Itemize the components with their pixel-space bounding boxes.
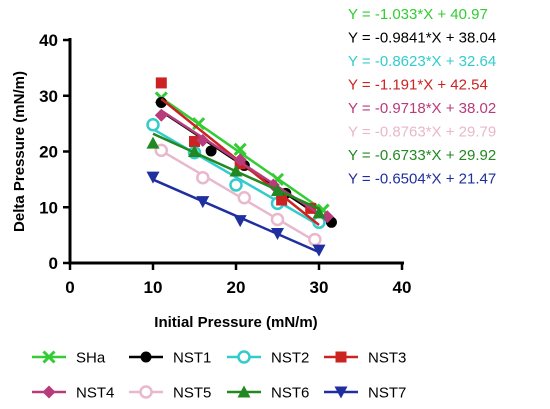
point-nst7-2 (233, 215, 247, 228)
point-nst3-3 (276, 194, 288, 206)
point-nst4-0 (154, 108, 168, 122)
legend-marker-nst2 (237, 350, 251, 364)
equation-nst6: Y = -0.6733*X + 29.92 (348, 147, 496, 164)
equation-nst2: Y = -0.8623*X + 32.64 (348, 53, 496, 70)
point-nst5-4 (308, 232, 322, 247)
point-nst7-1 (196, 196, 210, 209)
series-nst7 (146, 171, 326, 257)
legend-marker-nst6 (237, 385, 251, 398)
legend-layer: SHa NST1 NST2 NST3 NST4 NST5 NST6 NST7 (32, 350, 406, 402)
point-nst5-1 (196, 170, 210, 185)
x-tick-label: 40 (393, 278, 412, 297)
legend-label-nst2: NST2 (271, 350, 309, 367)
y-axis-title: Delta Pressure (mN/m) (11, 71, 28, 232)
x-tick-label: 20 (227, 278, 246, 297)
point-nst3-0 (155, 77, 167, 89)
legend-label-sha: SHa (76, 350, 106, 367)
legend-marker-nst7 (334, 386, 348, 399)
legend-marker-sha (42, 350, 56, 364)
fit-line-sha (160, 96, 324, 212)
point-nst6-2 (229, 164, 243, 177)
equations-layer: Y = -1.033*X + 40.97 Y = -0.9841*X + 38.0… (348, 6, 496, 188)
y-tick-label: 20 (39, 143, 58, 162)
equation-nst4: Y = -0.9718*X + 38.02 (348, 100, 496, 117)
x-tick-label: 30 (310, 278, 329, 297)
legend-label-nst4: NST4 (76, 385, 114, 402)
legend-label-nst1: NST1 (173, 350, 211, 367)
legend-label-nst5: NST5 (173, 385, 211, 402)
equation-nst5: Y = -0.8763*X + 29.79 (348, 124, 496, 141)
x-tick-label: 0 (65, 278, 74, 297)
equation-nst3: Y = -1.191*X + 42.54 (348, 77, 488, 94)
legend-item-nst6: NST6 (227, 385, 309, 402)
legend-item-nst3: NST3 (324, 350, 406, 367)
legend-item-nst7: NST7 (324, 385, 406, 402)
y-tick-label: 30 (39, 87, 58, 106)
equation-nst1: Y = -0.9841*X + 38.04 (348, 30, 496, 47)
legend-label-nst7: NST7 (368, 385, 406, 402)
point-nst6-4 (312, 206, 326, 219)
legend-item-sha: SHa (32, 350, 106, 367)
equation-sha: Y = -1.033*X + 40.97 (348, 6, 488, 23)
point-nst6-3 (271, 184, 284, 197)
legend-item-nst1: NST1 (129, 350, 211, 367)
legend-marker-nst3 (335, 351, 347, 363)
equation-nst7: Y = -0.6504*X + 21.47 (348, 171, 496, 188)
point-nst4-1 (196, 133, 210, 147)
point-nst4-2 (233, 153, 247, 167)
point-nst2-2 (229, 178, 243, 192)
x-tick-label: 10 (144, 278, 163, 297)
legend-marker-nst1 (140, 351, 152, 363)
point-nst7-0 (146, 171, 160, 184)
legend-marker-nst5 (139, 385, 153, 399)
point-sha-2 (233, 142, 247, 156)
legend-label-nst3: NST3 (368, 350, 406, 367)
x-axis-title: Initial Pressure (mN/m) (154, 314, 317, 331)
axes-layer: 0 10 20 30 40 0 10 20 30 40 Initial Pressure (mN/m… (11, 31, 411, 331)
y-tick-label: 10 (39, 198, 58, 217)
y-tick-label: 0 (49, 254, 58, 273)
point-nst5-3 (270, 212, 285, 227)
point-nst6-1 (188, 145, 201, 157)
legend-label-nst6: NST6 (271, 385, 309, 402)
point-nst6-0 (146, 136, 160, 149)
point-nst5-2 (237, 191, 252, 205)
legend-item-nst5: NST5 (129, 385, 211, 402)
y-tick-label: 40 (39, 31, 58, 50)
point-nst4-4 (320, 210, 334, 224)
legend-item-nst4: NST4 (32, 385, 114, 402)
point-nst3-1 (189, 135, 200, 147)
legend-item-nst2: NST2 (227, 350, 309, 367)
series-nst6 (146, 132, 326, 219)
point-nst7-3 (271, 227, 284, 240)
series-layer (146, 77, 337, 257)
point-nst7-4 (312, 244, 326, 257)
point-nst2-0 (146, 117, 160, 132)
point-nst1-1 (205, 145, 217, 157)
legend-marker-nst4 (42, 385, 56, 399)
